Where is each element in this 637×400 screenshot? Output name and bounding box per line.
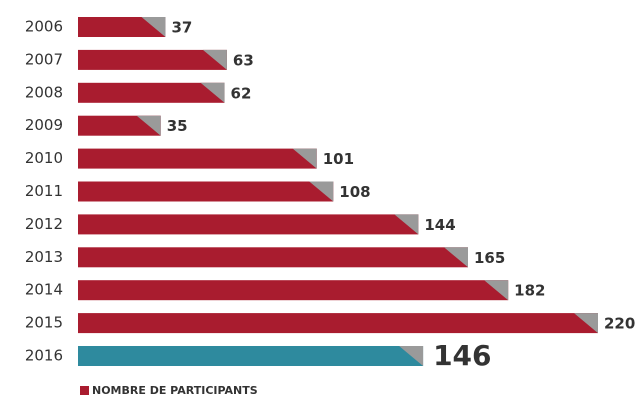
value-label: 63 [233, 51, 254, 69]
bar-cap [484, 280, 509, 301]
bar [78, 346, 424, 366]
bar [78, 313, 598, 334]
bar-cap [200, 82, 225, 103]
y-tick-label: 2011 [25, 182, 63, 200]
bar [78, 115, 161, 136]
bar-cap [141, 17, 166, 37]
y-tick-label: 2016 [25, 347, 63, 365]
bar-cap [136, 115, 161, 136]
bar [78, 181, 334, 202]
value-label: 101 [323, 150, 354, 168]
bar [78, 82, 225, 103]
y-tick-label: 2015 [25, 314, 63, 332]
bar-cap [292, 148, 317, 169]
legend-swatch [80, 386, 89, 395]
y-tick-label: 2013 [25, 248, 63, 266]
value-label: 146 [433, 339, 491, 372]
value-label: 62 [231, 84, 252, 102]
bar-cap [574, 313, 598, 334]
bar [78, 280, 509, 301]
bar-cap [394, 214, 419, 235]
bar-cap [399, 346, 424, 366]
bar [78, 49, 227, 70]
value-label: 37 [171, 19, 192, 37]
value-label: 108 [339, 183, 370, 201]
bar-cap [202, 49, 227, 70]
y-tick-label: 2014 [25, 281, 63, 299]
y-tick-label: 2012 [25, 215, 63, 233]
y-tick-label: 2006 [25, 18, 63, 36]
bar [78, 148, 317, 169]
bar [78, 214, 419, 235]
value-label: 35 [167, 117, 188, 135]
y-tick-label: 2007 [25, 50, 63, 68]
y-tick-label: 2010 [25, 149, 63, 167]
bar-cap [444, 247, 468, 268]
y-tick-label: 2009 [25, 116, 63, 134]
bar [78, 247, 468, 268]
bar-cap [309, 181, 334, 202]
legend-label: NOMBRE DE PARTICIPANTS [92, 384, 258, 397]
value-label: 182 [514, 282, 545, 300]
bar [78, 17, 166, 37]
value-label: 165 [474, 249, 505, 267]
y-tick-label: 2008 [25, 83, 63, 101]
value-label: 144 [424, 216, 455, 234]
value-label: 220 [604, 315, 635, 333]
